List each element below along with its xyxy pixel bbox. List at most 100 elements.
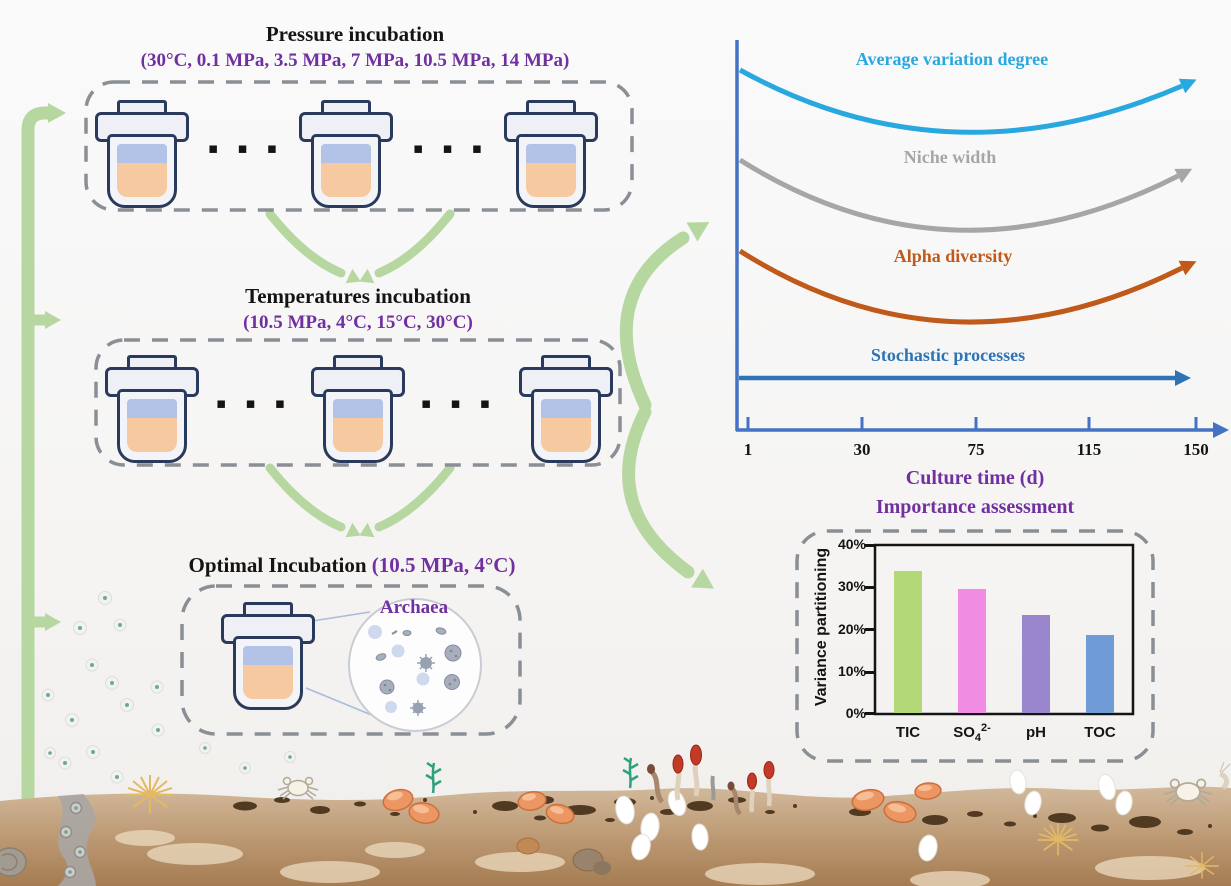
category-text: pH	[1026, 724, 1046, 741]
x-tick-label: 1	[743, 440, 753, 459]
jar-body	[117, 389, 187, 463]
alpha-arrowhead	[1178, 260, 1197, 276]
pressure-conditions: (30°C, 0.1 MPa, 3.5 MPa, 7 MPa, 10.5 MPa…	[140, 50, 570, 71]
bar-tic	[894, 571, 922, 713]
y-tick-mark	[865, 671, 874, 674]
jar-sediment-layer	[526, 163, 576, 197]
incubation-jar	[95, 100, 189, 208]
light-sand-patches	[115, 830, 1205, 886]
importance-bar-group	[876, 546, 1132, 713]
jar-supernatant-layer	[117, 144, 167, 163]
x-axis-arrowhead	[1213, 422, 1229, 438]
jar-ellipsis: ▪ ▪ ▪	[413, 139, 489, 157]
alpha-curve	[738, 248, 1184, 325]
y-tick-label: 10%	[837, 663, 866, 679]
y-tick-mark	[865, 586, 874, 589]
vent-channel	[58, 794, 96, 886]
jar-body	[323, 389, 393, 463]
converge-arrows-1	[265, 209, 455, 284]
time-chart	[735, 40, 1229, 438]
category-sub: 4	[974, 732, 982, 744]
incubation-jar	[221, 602, 315, 710]
category-label-tic: TIC	[896, 722, 920, 744]
jar-sediment-layer	[333, 418, 383, 452]
archaea-inset	[305, 598, 482, 732]
tube-worms	[647, 744, 775, 816]
jar-sediment-layer	[541, 418, 591, 452]
jar-supernatant-layer	[321, 144, 371, 163]
arrow-to-time-chart	[619, 222, 710, 412]
niche-arrowhead	[1174, 168, 1193, 184]
y-tick-label: 20%	[837, 621, 866, 637]
jar-ellipsis: ▪ ▪ ▪	[216, 394, 292, 412]
rocks	[0, 837, 611, 877]
jar-supernatant-layer	[127, 399, 177, 418]
y-tick-label: 30%	[837, 578, 866, 594]
category-label-so4: SO42-	[953, 722, 991, 744]
category-text: TIC	[895, 724, 921, 741]
bar-so4	[958, 589, 986, 713]
egg-shells	[615, 769, 1133, 862]
x-axis-ticks	[746, 417, 1198, 430]
y-tick-mark	[865, 628, 874, 631]
dashed-boxes	[84, 80, 1155, 763]
temperature-conditions: (10.5 MPa, 4°C, 15°C, 30°C)	[243, 312, 473, 333]
inset-connector-top	[305, 611, 371, 623]
temperature-title: Temperatures incubation	[245, 284, 471, 308]
category-text: SO	[953, 724, 975, 741]
y-tick-mark	[865, 712, 874, 715]
y-tick-label: 40%	[837, 536, 866, 552]
jar-sediment-layer	[127, 418, 177, 452]
category-sup: 2-	[981, 722, 991, 734]
jar-supernatant-layer	[333, 399, 383, 418]
sediment	[0, 786, 1231, 886]
category-label-ph: pH	[1026, 722, 1046, 744]
category-text: TOC	[1084, 724, 1116, 741]
y-tick-mark	[865, 544, 874, 547]
optimal-conditions: (10.5 MPa, 4°C)	[371, 553, 516, 577]
x-tick-label: 75	[967, 440, 985, 459]
jar-supernatant-layer	[526, 144, 576, 163]
avd-curve	[738, 67, 1183, 135]
jar-body	[311, 134, 381, 208]
jar-body	[516, 134, 586, 208]
optimal-title: Optimal Incubation	[188, 553, 372, 577]
jar-body	[531, 389, 601, 463]
pressure-title: Pressure incubation	[265, 22, 445, 46]
seafloor	[0, 744, 1231, 886]
culture-time-axis-label: Culture time (d)	[905, 467, 1045, 489]
jar-ellipsis: ▪ ▪ ▪	[208, 139, 284, 157]
importance-plot-frame	[873, 543, 1135, 716]
floating-microbes	[41, 591, 296, 784]
arrow-to-importance-chart	[622, 405, 714, 589]
temperature-box	[94, 338, 622, 467]
avd-arrowhead	[1178, 78, 1197, 94]
converge-arrows-2	[265, 463, 455, 538]
y-tick-label: 0%	[845, 705, 866, 721]
niche-curve	[738, 157, 1180, 233]
jar-sediment-layer	[321, 163, 371, 197]
spiky-microbes	[410, 654, 435, 716]
jar-body	[107, 134, 177, 208]
inset-connector-bottom	[305, 687, 375, 717]
optimal-title-line: Optimal Incubation (10.5 MPa, 4°C)	[189, 553, 516, 577]
clams	[382, 782, 942, 825]
incubation-jar	[311, 355, 405, 463]
series-label-niche-width: Niche width	[903, 147, 997, 167]
archaea-microbes	[368, 625, 462, 716]
pressure-box	[84, 80, 634, 212]
jar-sediment-layer	[117, 163, 167, 197]
series-label-alpha-diversity: Alpha diversity	[893, 246, 1013, 266]
starburst-anemones	[126, 775, 1219, 879]
importance-panel-box	[795, 529, 1155, 763]
category-label-toc: TOC	[1084, 722, 1115, 744]
jar-sediment-layer	[243, 665, 293, 699]
jar-body	[233, 636, 303, 710]
importance-assessment-title: Importance assessment	[875, 496, 1075, 518]
left-flow-rail-arrow	[21, 103, 66, 813]
seaweed-icon	[425, 756, 639, 794]
incubation-jar	[519, 355, 613, 463]
series-label-stochastic-processes: Stochastic processes	[870, 345, 1026, 365]
